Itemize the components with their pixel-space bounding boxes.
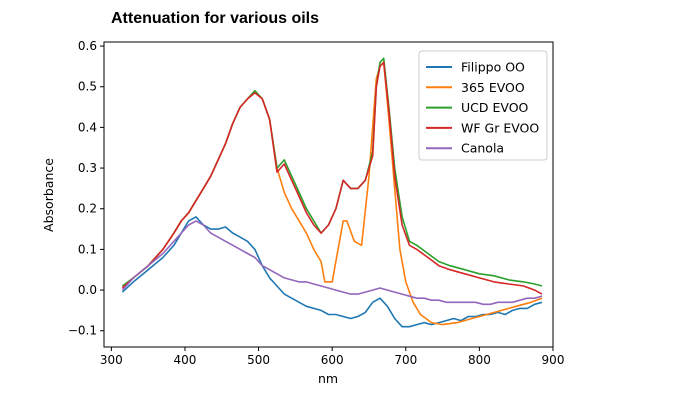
y-tick-label: 0.6 [78, 39, 97, 53]
legend-label: 365 EVOO [461, 80, 525, 95]
y-axis-label: Absorbance [41, 158, 56, 232]
legend-label: WF Gr EVOO [461, 120, 539, 135]
plot-area-frame [103, 41, 554, 348]
y-tick-label: 0.4 [78, 120, 97, 134]
y-tick-label: 0.2 [78, 202, 97, 216]
y-tick-label: 0.1 [78, 242, 97, 256]
series-lines [121, 57, 543, 328]
y-tick-label: −0.1 [68, 324, 97, 338]
y-axis: −0.1 0.0 0.1 0.2 0.3 0.4 0.5 0.6 [68, 39, 104, 338]
series-line-canola [121, 220, 543, 306]
x-tick-label: 300 [100, 353, 123, 367]
series-line-filippo-oo [121, 216, 543, 328]
y-tick-label: 0.0 [78, 283, 97, 297]
y-tick-label: 0.5 [78, 80, 97, 94]
legend-label: Canola [461, 141, 504, 156]
chart-title: Attenuation for various oils [111, 10, 320, 27]
x-axis: 300 400 500 600 700 800 900 [100, 347, 565, 367]
x-tick-label: 400 [174, 353, 197, 367]
y-tick-label: 0.3 [78, 161, 97, 175]
x-tick-label: 900 [542, 353, 565, 367]
legend-label: Filippo OO [461, 60, 525, 75]
x-axis-label: nm [318, 371, 338, 386]
legend-label: UCD EVOO [461, 100, 529, 115]
legend-box [418, 50, 548, 161]
x-tick-label: 500 [247, 353, 270, 367]
x-tick-label: 600 [321, 353, 344, 367]
x-tick-label: 800 [468, 353, 491, 367]
x-tick-label: 700 [394, 353, 417, 367]
legend: Filippo OO 365 EVOO UCD EVOO WF Gr EVOO Cano… [418, 50, 548, 161]
series-line-wf-gr-evoo [121, 61, 543, 295]
